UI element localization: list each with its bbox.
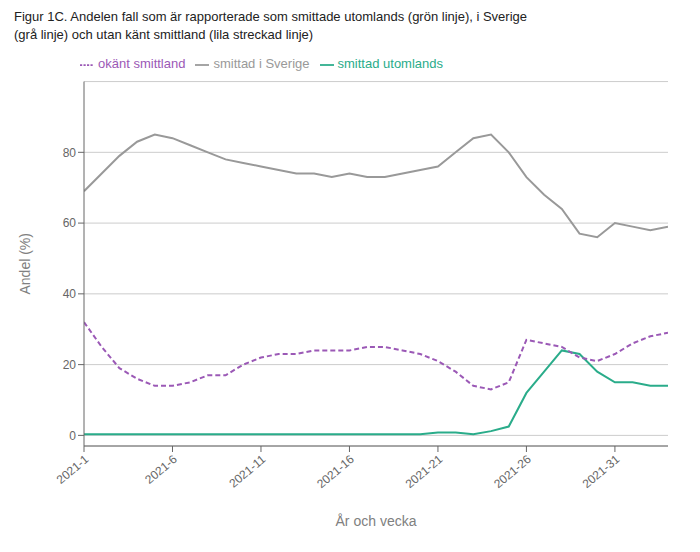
html-text:Figur 1C. Andelen fall som är: Figur 1C. Andelen fall som är rapportera… [14,9,527,24]
svg-text:2021-1: 2021-1 [54,452,92,487]
svg-text:40: 40 [63,287,77,301]
svg-text:2021-6: 2021-6 [142,452,180,487]
html-text:okänt smittland: okänt smittland [98,56,186,71]
svg-text:60: 60 [63,216,77,230]
svg-text:2021-31: 2021-31 [580,452,623,491]
svg-text:2021-16: 2021-16 [314,452,357,491]
svg-text:2021-26: 2021-26 [491,452,534,491]
svg-text:80: 80 [63,146,77,160]
html-text:(grå linje) och utan känt smit: (grå linje) och utan känt smittland (lil… [14,27,314,42]
svg-text:20: 20 [63,358,77,372]
html-text:smittad i Sverige: smittad i Sverige [213,56,310,71]
svg-text:0: 0 [69,429,76,443]
svg-text:Andel (%): Andel (%) [17,233,33,294]
svg-text:2021-21: 2021-21 [403,452,446,491]
svg-text:År och vecka: År och vecka [336,513,417,529]
svg-text:2021-11: 2021-11 [226,452,268,491]
html-text:smittad utomlands: smittad utomlands [337,56,443,71]
